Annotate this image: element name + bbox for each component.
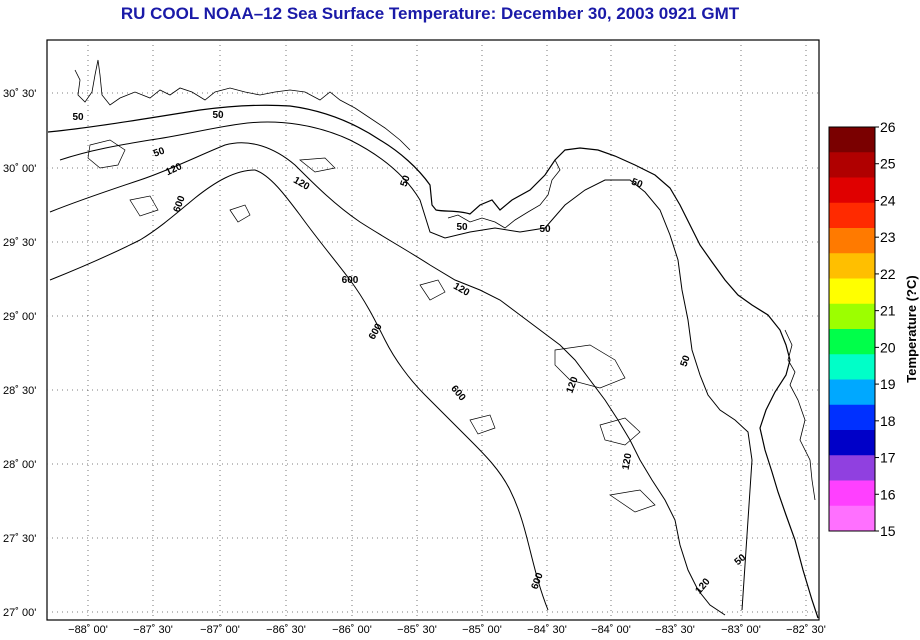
colorbar-band bbox=[829, 228, 875, 254]
contour-label: 50 bbox=[456, 222, 468, 233]
lat-label: 27˚ 30' bbox=[3, 533, 36, 545]
lon-label: −87˚ 00' bbox=[200, 624, 240, 636]
colorbar-band bbox=[829, 379, 875, 406]
latitude-labels: 30˚ 30' 30˚ 00' 29˚ 30' 29˚ 00' 28˚ 30' 28˚ 0… bbox=[3, 88, 36, 619]
contour-label: 50 bbox=[679, 354, 693, 369]
colorbar-tick-label: 25 bbox=[880, 156, 896, 172]
lat-label: 29˚ 30' bbox=[3, 237, 36, 249]
colorbar-tick-label: 20 bbox=[880, 339, 896, 355]
lat-label: 30˚ 00' bbox=[3, 163, 36, 175]
colorbar-title: Temperature (?C) bbox=[904, 275, 919, 382]
lon-label: −83˚ 30' bbox=[655, 624, 695, 636]
lon-label: −84˚ 00' bbox=[591, 624, 631, 636]
lat-label: 28˚ 00' bbox=[3, 459, 36, 471]
map-frame bbox=[46, 39, 820, 621]
colorbar-band bbox=[829, 455, 875, 481]
colorbar-tick-label: 23 bbox=[880, 229, 896, 245]
contour-50m bbox=[59, 121, 753, 611]
lat-label: 30˚ 30' bbox=[3, 88, 36, 100]
coastline-detail-peninsula bbox=[784, 329, 816, 501]
contour-label: 600 bbox=[342, 275, 359, 286]
colorbar-band bbox=[829, 303, 875, 330]
colorbar-bands bbox=[829, 127, 875, 532]
colorbar-band bbox=[829, 329, 875, 355]
colorbar-tick-labels: 26 25 24 23 22 21 20 19 18 17 16 15 bbox=[875, 119, 896, 539]
lon-label: −82˚ 30' bbox=[786, 624, 826, 636]
contour-label: 50 bbox=[212, 110, 224, 121]
colorbar-tick-label: 15 bbox=[880, 523, 896, 539]
lat-label: 28˚ 30' bbox=[3, 385, 36, 397]
contour-label: 50 bbox=[72, 112, 84, 123]
colorbar-band bbox=[829, 253, 875, 279]
graticule-grid bbox=[47, 40, 819, 620]
colorbar-tick-label: 16 bbox=[880, 486, 896, 502]
lon-label: −88˚ 00' bbox=[68, 624, 108, 636]
colorbar-band bbox=[829, 505, 875, 532]
temperature-colorbar: 26 25 24 23 22 21 20 19 18 17 16 15 Temperature (?C… bbox=[828, 119, 919, 539]
colorbar-tick-label: 18 bbox=[880, 413, 896, 429]
colorbar-tick-label: 24 bbox=[880, 192, 896, 208]
coastline-detail-west bbox=[74, 59, 411, 151]
lon-label: −85˚ 00' bbox=[462, 624, 502, 636]
lon-label: −84˚ 30' bbox=[527, 624, 567, 636]
colorbar-tick-label: 19 bbox=[880, 376, 896, 392]
contour-label: 50 bbox=[152, 145, 167, 159]
colorbar-band bbox=[829, 430, 875, 456]
lat-label: 27˚ 00' bbox=[3, 607, 36, 619]
contour-label: 50 bbox=[399, 174, 413, 189]
colorbar-band bbox=[829, 202, 875, 229]
contour-label: 50 bbox=[539, 224, 551, 235]
colorbar-tick-label: 22 bbox=[880, 266, 896, 282]
contour-120m bbox=[49, 142, 726, 616]
colorbar-band bbox=[829, 152, 875, 178]
colorbar-tick-label: 26 bbox=[880, 119, 896, 135]
lon-label: −87˚ 30' bbox=[133, 624, 173, 636]
lon-label: −83˚ 00' bbox=[721, 624, 761, 636]
lon-label: −86˚ 30' bbox=[266, 624, 306, 636]
colorbar-tick-label: 17 bbox=[880, 450, 896, 466]
coastline bbox=[47, 104, 819, 619]
colorbar-band bbox=[829, 404, 875, 431]
contour-label: 50 bbox=[630, 177, 645, 191]
contour-600m bbox=[49, 169, 549, 611]
colorbar-band bbox=[829, 177, 875, 204]
contour-label: 120 bbox=[621, 452, 635, 471]
colorbar-band bbox=[829, 354, 875, 380]
colorbar-band bbox=[829, 127, 875, 153]
lon-label: −85˚ 30' bbox=[397, 624, 437, 636]
colorbar-band bbox=[829, 278, 875, 305]
colorbar-tick-label: 21 bbox=[880, 303, 896, 319]
colorbar-band bbox=[829, 480, 875, 507]
colorbar-frame bbox=[828, 126, 876, 532]
coastline-detail-bigbend bbox=[447, 159, 561, 229]
lon-label: −86˚ 00' bbox=[332, 624, 372, 636]
map-title: RU COOL NOAA–12 Sea Surface Temperature:… bbox=[120, 4, 740, 23]
longitude-labels: −88˚ 00' −87˚ 30' −87˚ 00' −86˚ 30' −86˚ 00'… bbox=[68, 624, 826, 636]
sst-feature-outlines bbox=[87, 139, 656, 513]
lat-label: 29˚ 00' bbox=[3, 311, 36, 323]
